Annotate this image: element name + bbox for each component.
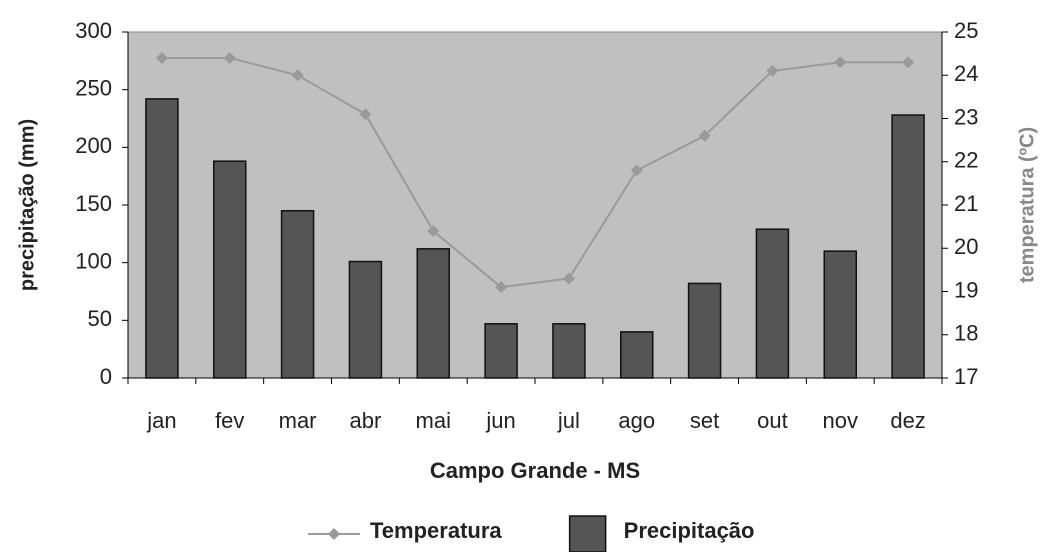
y2-tick-label: 20	[954, 234, 978, 259]
bar	[484, 323, 518, 379]
plot-area	[127, 31, 943, 379]
x-tick-label: ago	[618, 408, 655, 433]
line-marker	[766, 64, 779, 77]
bar	[416, 248, 450, 379]
y2-tick-label: 23	[954, 104, 978, 129]
legend-label: Precipitação	[624, 518, 755, 543]
bar	[823, 250, 857, 379]
x-tick-label: jun	[485, 408, 515, 433]
y2-tick-label: 24	[954, 61, 978, 86]
line	[161, 56, 909, 289]
bar	[620, 331, 654, 379]
x-tick-label: jan	[146, 408, 176, 433]
y-tick-label: 300	[75, 18, 112, 43]
line-marker	[155, 51, 168, 64]
y-tick-label: 250	[75, 75, 112, 100]
x-tick-label: mar	[279, 408, 317, 433]
line-marker	[291, 69, 304, 82]
legend-label: Temperatura	[370, 518, 502, 543]
bar	[145, 98, 179, 379]
y-axis-label: precipitação (mm)	[16, 119, 38, 291]
bar	[280, 210, 315, 379]
line-marker	[359, 108, 372, 121]
x-tick-label: out	[757, 408, 788, 433]
bar	[755, 228, 790, 379]
y-tick-label: 50	[88, 306, 112, 331]
y-tick-label: 150	[75, 191, 112, 216]
x-axis-label: Campo Grande - MS	[430, 458, 640, 483]
y-tick-label: 0	[100, 364, 112, 389]
bar	[687, 282, 722, 379]
x-tick-label: fev	[215, 408, 244, 433]
bar	[213, 160, 247, 379]
y2-tick-label: 25	[954, 18, 978, 43]
x-tick-label: set	[690, 408, 719, 433]
legend-swatch	[568, 515, 607, 552]
y2-tick-label: 18	[954, 321, 978, 346]
bar	[552, 323, 586, 379]
bar	[891, 114, 925, 379]
x-tick-label: abr	[350, 408, 382, 433]
line-marker	[630, 164, 643, 177]
y2-tick-label: 21	[954, 191, 978, 216]
line-marker	[223, 51, 236, 64]
y2-tick-label: 19	[954, 277, 978, 302]
x-tick-label: nov	[823, 408, 858, 433]
line-marker	[495, 281, 508, 294]
y2-axis-label: temperatura (ºC)	[1016, 127, 1038, 283]
line-marker	[902, 56, 915, 69]
x-tick-label: mai	[416, 408, 451, 433]
line-marker	[562, 272, 575, 285]
legend-marker	[328, 528, 340, 540]
line-marker	[698, 129, 711, 142]
x-tick-label: dez	[890, 408, 925, 433]
y2-tick-label: 22	[954, 148, 978, 173]
y-tick-label: 200	[75, 133, 112, 158]
y-tick-label: 100	[75, 248, 112, 273]
line-marker	[834, 56, 847, 69]
y2-tick-label: 17	[954, 364, 978, 389]
line-marker	[427, 224, 440, 237]
bar	[348, 260, 383, 379]
x-tick-label: jul	[557, 408, 580, 433]
